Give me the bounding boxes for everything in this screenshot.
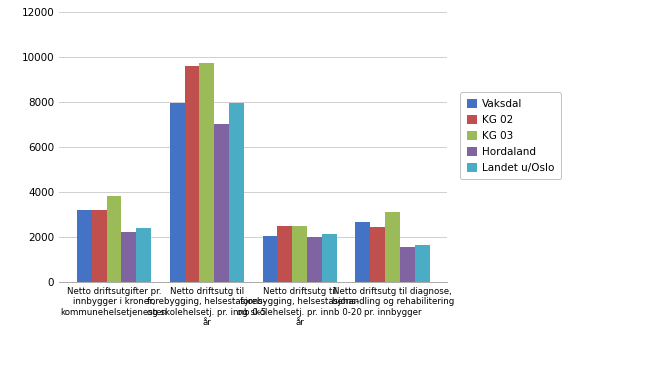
- Bar: [185, 66, 199, 282]
- Bar: [322, 234, 337, 282]
- Bar: [170, 104, 185, 282]
- Bar: [229, 103, 244, 282]
- Bar: [122, 232, 136, 282]
- Bar: [307, 237, 322, 282]
- Bar: [385, 212, 400, 282]
- Legend: Vaksdal, KG 02, KG 03, Hordaland, Landet u/Oslo: Vaksdal, KG 02, KG 03, Hordaland, Landet…: [461, 93, 561, 179]
- Bar: [355, 222, 370, 282]
- Bar: [199, 63, 215, 282]
- Bar: [215, 124, 229, 282]
- Bar: [263, 236, 278, 282]
- Bar: [400, 247, 415, 282]
- Bar: [370, 227, 385, 282]
- Bar: [136, 228, 151, 282]
- Bar: [292, 226, 307, 282]
- Bar: [107, 196, 122, 282]
- Bar: [91, 210, 107, 282]
- Bar: [77, 210, 91, 282]
- Bar: [278, 226, 292, 282]
- Bar: [415, 245, 430, 282]
